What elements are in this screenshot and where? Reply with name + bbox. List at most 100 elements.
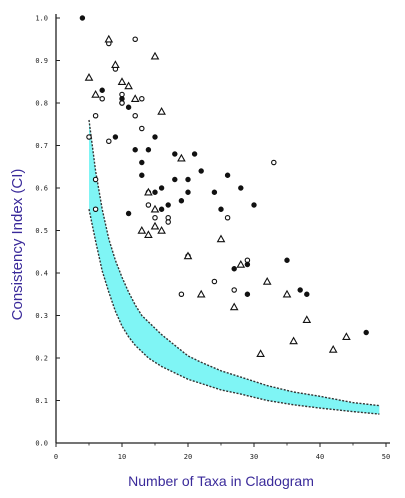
point-filled-circle: [139, 172, 145, 178]
point-filled-circle: [172, 176, 178, 183]
point-open-triangle: [150, 51, 160, 60]
y-tick-label: 0.5: [35, 227, 48, 235]
point-filled-circle: [191, 151, 198, 157]
point-open-circle: [178, 291, 185, 297]
point-open-triangle: [111, 60, 120, 69]
point-open-circle: [132, 36, 138, 42]
point-filled-circle: [198, 168, 204, 174]
point-open-triangle: [342, 332, 351, 341]
point-open-circle: [271, 159, 277, 166]
y-tick-label: 0.4: [35, 270, 48, 278]
point-filled-circle: [363, 329, 369, 336]
point-open-circle: [132, 113, 138, 119]
point-open-triangle: [144, 187, 153, 196]
point-open-circle: [231, 287, 237, 293]
ticks: 0.0 0.1 0.2 0.3 0.4 0.5 0.6 0.7 0.8 0.9 1.0 0 10 20 30…: [35, 15, 390, 462]
x-tick-label: 20: [184, 453, 192, 461]
point-filled-circle: [152, 134, 158, 140]
point-filled-circle: [251, 202, 257, 208]
point-filled-circle: [231, 266, 237, 272]
y-tick-label: 0.6: [35, 185, 48, 193]
point-open-triangle: [144, 230, 153, 239]
point-filled-circle: [112, 134, 119, 140]
y-tick-label: 0.9: [35, 57, 48, 65]
point-filled-circle: [244, 291, 251, 297]
point-open-circle: [119, 91, 125, 98]
x-axis-label: Number of Taxa in Cladogram: [128, 473, 314, 489]
point-open-circle: [92, 176, 99, 183]
x-tick-label: 10: [118, 453, 126, 461]
point-open-triangle: [236, 259, 246, 268]
point-open-triangle: [137, 225, 147, 234]
point-filled-circle: [218, 206, 224, 212]
point-open-triangle: [124, 81, 133, 90]
point-open-triangle: [229, 302, 239, 311]
x-tick-label: 30: [250, 453, 258, 461]
point-filled-circle: [158, 206, 165, 212]
point-open-triangle: [328, 344, 338, 353]
point-filled-circle: [132, 147, 138, 153]
point-open-triangle: [183, 251, 193, 260]
point-filled-circle: [224, 172, 231, 178]
point-open-triangle: [117, 77, 127, 86]
point-open-triangle: [177, 153, 186, 162]
point-open-circle: [92, 206, 99, 213]
x-tick-label: 0: [54, 453, 58, 461]
axes: [55, 14, 390, 444]
point-open-triangle: [91, 89, 100, 98]
x-tick-label: 50: [382, 453, 390, 461]
point-open-triangle: [289, 336, 298, 345]
band-upper-edge: [88, 119, 380, 407]
y-tick-label: 0.2: [35, 355, 48, 363]
point-filled-circle: [139, 159, 145, 166]
point-open-triangle: [196, 289, 206, 298]
point-open-circle: [152, 215, 158, 221]
point-filled-circle: [297, 287, 303, 293]
point-filled-circle: [178, 198, 185, 204]
point-filled-circle: [211, 189, 218, 195]
point-filled-circle: [304, 291, 310, 297]
confidence-band: [89, 120, 380, 415]
x-tick-label: 40: [316, 453, 324, 461]
point-filled-circle: [165, 202, 171, 208]
point-open-circle: [139, 125, 145, 132]
point-open-triangle: [256, 349, 265, 358]
point-open-circle: [119, 100, 125, 106]
point-open-circle: [86, 134, 92, 140]
point-open-circle: [92, 113, 99, 119]
point-open-triangle: [157, 106, 166, 115]
point-filled-circle: [125, 104, 132, 110]
y-tick-label: 0.7: [35, 142, 48, 150]
point-filled-circle: [99, 87, 105, 93]
point-open-triangle: [130, 94, 140, 103]
y-tick-label: 0.3: [35, 312, 48, 320]
point-open-circle: [224, 215, 231, 221]
band-layer: [88, 119, 380, 415]
point-filled-circle: [145, 147, 152, 153]
point-open-triangle: [150, 204, 160, 213]
point-filled-circle: [158, 185, 165, 191]
point-filled-circle: [152, 189, 158, 195]
point-open-circle: [145, 202, 152, 208]
point-filled-circle: [125, 210, 132, 217]
point-open-triangle: [104, 34, 114, 43]
point-open-triangle: [302, 315, 312, 324]
data-points: [79, 15, 369, 358]
point-open-triangle: [84, 72, 94, 81]
point-open-circle: [139, 96, 145, 102]
y-tick-label: 0.0: [35, 440, 48, 448]
point-open-triangle: [216, 234, 226, 243]
point-filled-circle: [284, 257, 290, 263]
y-axis-label: Consistency Index (CI): [9, 169, 26, 321]
point-open-circle: [244, 257, 251, 263]
point-open-circle: [99, 96, 105, 102]
y-tick-label: 1.0: [35, 15, 48, 23]
point-filled-circle: [119, 96, 125, 102]
point-open-circle: [211, 278, 218, 285]
point-open-triangle: [150, 221, 160, 230]
point-filled-circle: [172, 151, 178, 157]
point-filled-circle: [244, 261, 251, 268]
point-open-triangle: [282, 289, 292, 298]
band-lower-edge: [88, 209, 380, 415]
